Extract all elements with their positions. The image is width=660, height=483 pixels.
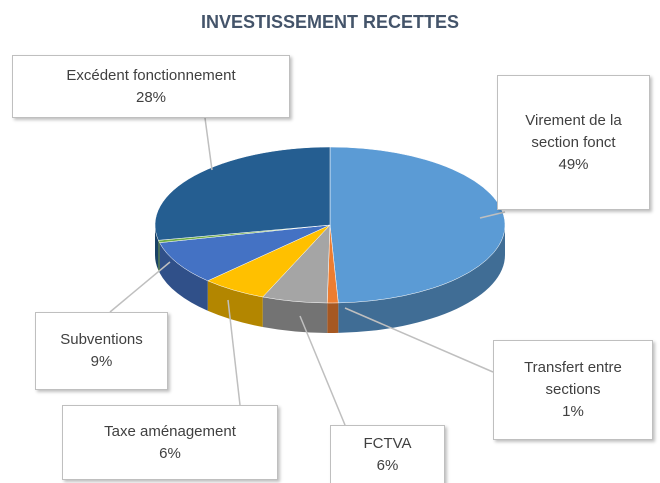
data-label: Subventions 9%: [35, 312, 168, 390]
leader-line: [109, 261, 171, 313]
label-category: Subventions: [60, 331, 143, 348]
leader-line: [227, 299, 241, 406]
label-value: 9%: [90, 353, 113, 370]
pie-slice: [159, 224, 331, 282]
data-label: Transfert entre sections 1%: [493, 340, 653, 440]
chart-title: INVESTISSEMENT RECETTES: [200, 12, 460, 32]
label-value: 6%: [159, 444, 181, 462]
slice-side: [262, 297, 328, 333]
leader-line: [204, 117, 213, 171]
label-value: 6%: [376, 457, 399, 474]
leader-line: [344, 307, 494, 373]
label-category: Virement de la section fonct: [525, 111, 622, 151]
leader-line: [479, 211, 506, 219]
pie-slice: [329, 146, 506, 304]
data-label: Excédent fonctionnement 28%: [12, 55, 290, 118]
label-value: 28%: [135, 88, 167, 106]
data-label: FCTVA 6%: [330, 425, 445, 483]
data-label: Virement de la section fonct 49%: [497, 75, 650, 210]
label-value: 1%: [562, 403, 584, 420]
label-category: FCTVA: [363, 435, 412, 452]
slice-side: [327, 302, 339, 333]
label-category: Excédent fonctionnement: [66, 66, 236, 84]
slice-side: [159, 242, 208, 311]
slice-side: [338, 225, 505, 333]
label-category: Taxe aménagement: [104, 422, 236, 440]
slice-side: [207, 280, 263, 328]
slice-side: [155, 225, 159, 271]
slice-side: [158, 240, 160, 273]
pie-slice: [154, 146, 331, 241]
data-label: Taxe aménagement 6%: [62, 405, 278, 480]
label-value: 49%: [558, 155, 589, 173]
leader-line: [299, 315, 346, 426]
label-category: Transfert entre sections: [524, 359, 622, 398]
